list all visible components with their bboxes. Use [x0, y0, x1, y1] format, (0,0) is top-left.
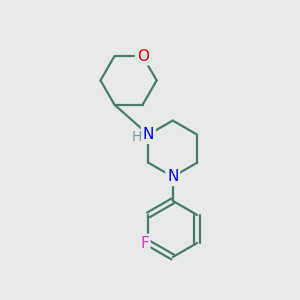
Text: F: F	[140, 236, 149, 250]
Text: H: H	[132, 130, 142, 144]
Text: O: O	[136, 49, 148, 64]
Text: N: N	[143, 127, 154, 142]
Text: N: N	[167, 169, 178, 184]
